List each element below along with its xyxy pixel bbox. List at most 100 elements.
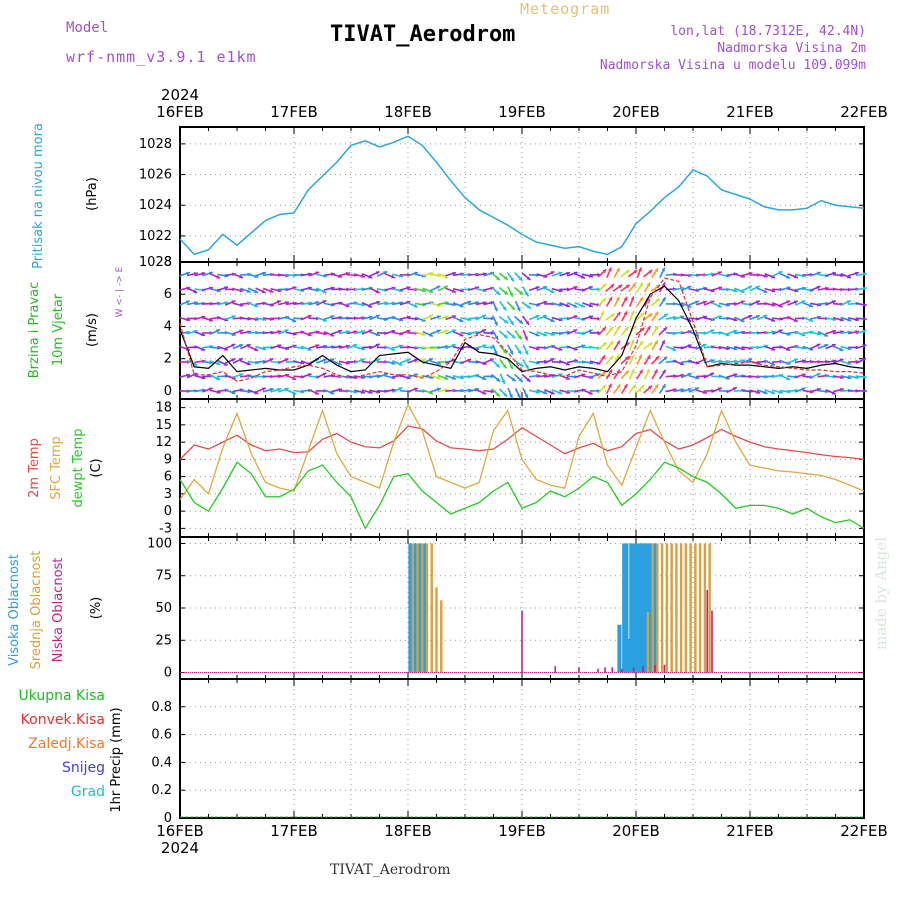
wind-arrow-head: [630, 369, 635, 374]
wind-arrow-head: [816, 343, 821, 348]
x-axis-label-top: 16FEB: [156, 103, 203, 121]
wind-arrow-head: [444, 376, 449, 380]
cloud-bar-2: [642, 666, 644, 673]
y-tick-label: 75: [155, 569, 172, 584]
wind-arrow-head: [525, 364, 529, 369]
wind-compass-label: W <- | -> E: [115, 266, 125, 317]
wind-arrow-head: [771, 390, 776, 395]
wind-arrow-head: [216, 329, 221, 333]
wind-arrow-head: [352, 343, 357, 348]
wind-arrow-head: [376, 300, 381, 305]
wind-arrow-head: [391, 361, 396, 365]
wind-arrow-head: [680, 373, 685, 378]
wind-arrow-head: [185, 300, 190, 305]
wind-arrow-head: [847, 274, 852, 279]
wind-arrow-head: [239, 344, 244, 348]
wind-arrow-head: [733, 346, 738, 351]
wind-arrow-head: [648, 385, 652, 390]
wind-arrow-head: [615, 354, 620, 359]
wind-arrow-head: [315, 288, 320, 292]
wind-arrow-head: [748, 314, 753, 319]
x-axis-label-bottom: 19FEB: [498, 822, 545, 840]
wind-arrow-head: [186, 271, 190, 276]
wind-arrow-head: [322, 372, 327, 377]
wind-arrow-head: [322, 300, 327, 304]
y-tick-label: 0: [164, 504, 172, 519]
wind-arrow-head: [809, 318, 814, 322]
wind-arrow-head: [428, 314, 433, 319]
cloud-bar-1: [440, 600, 443, 673]
cloud-bar-1: [670, 543, 673, 673]
altitude-label: Nadmorska Visina 2m: [717, 41, 866, 56]
footer-station-label: TIVAT_Aerodrom: [330, 862, 451, 878]
wind-arrow-head: [375, 271, 380, 275]
x-axis-label-bottom: 21FEB: [726, 822, 773, 840]
wind-arrow-head: [755, 300, 760, 305]
wind-arrow-head: [601, 355, 606, 360]
wind-arrow-head: [375, 343, 380, 348]
wind-arrow-head: [717, 271, 722, 275]
cloud-bar-1: [684, 543, 688, 673]
wind-arrow-head: [524, 394, 529, 399]
y-tick-label: 1024: [139, 198, 172, 213]
lonlat-label: lon,lat (18.7312E, 42.4N): [670, 24, 866, 39]
wind-arrow-head: [861, 358, 866, 362]
wind-arrow-head: [695, 300, 700, 305]
wind-arrow-head: [646, 282, 651, 287]
wind-arrow-head: [663, 313, 668, 318]
wind-arrow-head: [345, 344, 350, 349]
wind-arrow-head: [368, 390, 373, 394]
wind-arrow-head: [518, 319, 523, 324]
wind-arrow-head: [854, 271, 859, 276]
cloud-bar-2: [620, 668, 623, 673]
meteogram-label: Meteogram: [520, 0, 611, 18]
wind-ylabel-1: 10m Vjetar: [51, 293, 66, 366]
y-tick-label: 15: [155, 418, 172, 433]
wind-arrow-head: [558, 271, 563, 276]
wind-arrow-head: [740, 318, 745, 323]
wind-arrow-head: [597, 389, 601, 393]
wind-arrow-head: [193, 362, 198, 366]
wind-arrow-head: [609, 326, 614, 331]
wind-arrow-head: [597, 330, 601, 335]
wind-arrow-head: [608, 296, 612, 301]
wind-arrow-head: [524, 292, 529, 297]
wind-arrow-head: [186, 373, 191, 378]
panel-frame: [179, 678, 865, 819]
cloud-bar-0: [417, 543, 422, 673]
wind-arrow-head: [801, 387, 806, 392]
wind-arrow-head: [816, 285, 821, 290]
wind-arrow-head: [831, 300, 836, 304]
cloud-bar-0: [624, 543, 629, 673]
pressure-line: [179, 135, 865, 256]
wind-arrow-head: [763, 390, 768, 395]
wind-arrow-head: [725, 376, 730, 380]
wind-arrow-head: [862, 302, 867, 307]
cloud-bar-1: [430, 543, 433, 673]
y-tick-label: -3: [159, 521, 172, 536]
x-axis-label-top: 22FEB: [840, 103, 887, 121]
wind-arrow-head: [494, 335, 499, 340]
temp-ylabel-2m: 2m Temp: [27, 438, 42, 498]
cloud-bar-1: [689, 543, 692, 673]
wind-arrow-head: [558, 390, 563, 395]
wind-arrow-head: [193, 271, 198, 276]
y-tick-label: 9: [164, 452, 172, 467]
wind-arrow-head: [573, 286, 578, 290]
cloud-bar-1: [675, 543, 678, 673]
cloud-bar-0: [408, 543, 413, 673]
wind-arrow-head: [307, 332, 312, 337]
wind-arrow-head: [524, 350, 529, 355]
wind-speed-line: [179, 285, 865, 373]
wind-arrow-head: [503, 334, 508, 339]
cloud-bar-2: [711, 610, 713, 673]
wind-arrow-head: [694, 387, 699, 391]
wind-arrow-head: [368, 315, 373, 320]
wind-arrow-head: [655, 356, 660, 361]
wind-arrow-head: [510, 305, 515, 310]
wind-arrow-head: [330, 332, 335, 337]
wind-arrow-head: [490, 389, 495, 394]
wind-arrow-head: [361, 274, 365, 278]
wind-arrow-head: [600, 311, 604, 316]
y-tick-label: 0.2: [151, 783, 172, 798]
